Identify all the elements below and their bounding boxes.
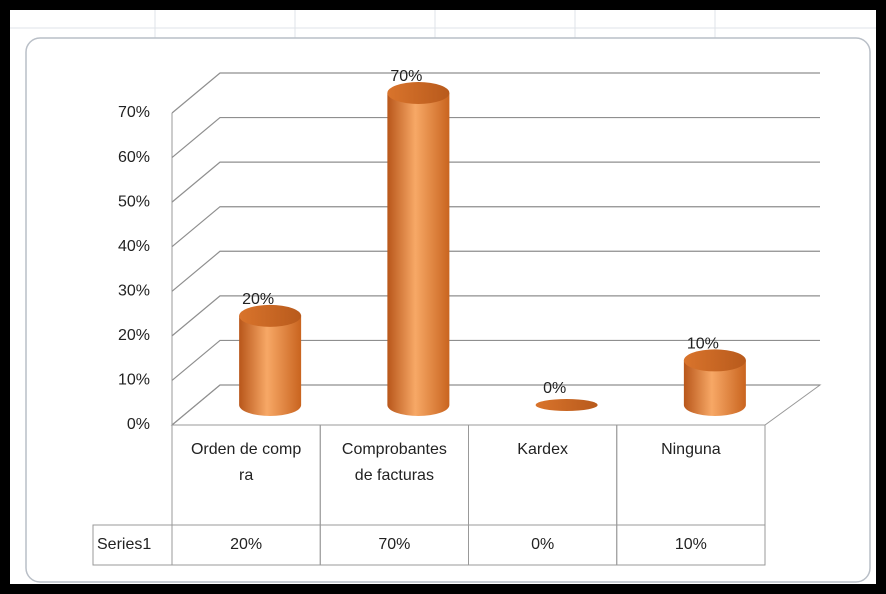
grid-line (171, 295, 820, 337)
x-tick-label: Orden de compra (190, 441, 302, 484)
table-value: 0% (531, 536, 554, 553)
grid-line (171, 206, 820, 248)
cylinder-top (535, 399, 598, 411)
grid-line (171, 339, 820, 381)
data-label: 10% (687, 336, 719, 353)
grid-line (171, 384, 820, 426)
table-value: 70% (378, 536, 410, 553)
table-value: 10% (675, 536, 707, 553)
y-tick-label: 30% (118, 283, 150, 300)
y-tick-label: 20% (118, 327, 150, 344)
legend-entry: Series1 (97, 536, 151, 553)
cylinder-body (387, 93, 450, 417)
cylinder-top (387, 82, 450, 104)
y-tick-label: 40% (118, 238, 150, 255)
table-value: 20% (230, 536, 262, 553)
sheet-grid (10, 10, 876, 40)
y-tick-label: 10% (118, 372, 150, 389)
x-tick-label: Kardex (517, 441, 568, 458)
data-label: 70% (390, 68, 422, 85)
data-label: 0% (543, 380, 566, 397)
y-tick-label: 50% (118, 193, 150, 210)
data-label: 20% (242, 291, 274, 308)
cylinder-body (683, 360, 746, 417)
cylinder-top (683, 349, 746, 372)
cylinder-top (239, 304, 302, 327)
y-tick-label: 70% (118, 104, 150, 121)
x-tick-label: Comprobantes de facturas (341, 441, 447, 484)
y-tick-label: 0% (127, 416, 150, 433)
grid-line (171, 250, 820, 292)
grid-line (171, 161, 820, 203)
grid-line (171, 72, 820, 114)
y-tick-label: 60% (118, 149, 150, 166)
grid-line (171, 116, 820, 159)
cylinder-body (239, 315, 302, 417)
x-tick-label: Ninguna (661, 441, 721, 458)
table-cell (616, 524, 766, 566)
